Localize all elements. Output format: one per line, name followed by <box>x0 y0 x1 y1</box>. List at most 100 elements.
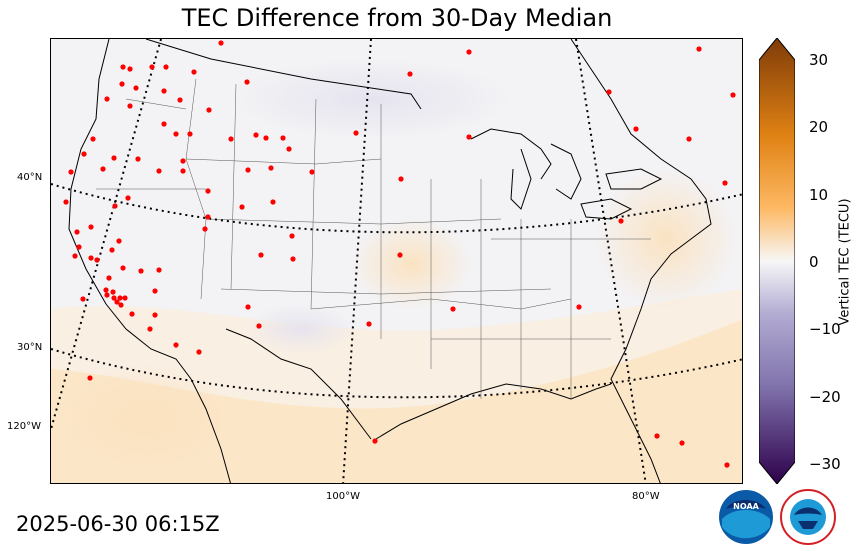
station-marker <box>114 299 120 305</box>
colorbar <box>759 38 795 484</box>
station-marker <box>280 135 286 141</box>
station-marker <box>118 302 124 308</box>
station-marker <box>135 156 141 162</box>
station-marker <box>120 265 126 271</box>
field-blob-negative <box>246 304 356 354</box>
noaa-logo-text: NOAA <box>733 502 759 511</box>
station-marker <box>228 136 234 142</box>
station-marker <box>80 296 86 302</box>
station-marker <box>258 252 264 258</box>
station-marker <box>111 155 117 161</box>
station-marker <box>103 287 109 293</box>
station-marker <box>173 131 179 137</box>
state-borders <box>96 78 651 399</box>
nws-logo <box>780 489 836 545</box>
station-marker <box>68 169 74 175</box>
station-marker <box>156 267 162 273</box>
station-marker <box>244 79 250 85</box>
field-blob-east <box>596 169 736 309</box>
station-marker <box>129 311 135 317</box>
graticule <box>51 39 742 483</box>
station-marker <box>239 204 245 210</box>
map-canvas <box>51 39 742 483</box>
station-marker <box>76 244 82 250</box>
field-blob-north <box>231 59 511 139</box>
cb-tick-n30: −30 <box>809 455 841 473</box>
station-marker <box>127 66 133 72</box>
station-marker <box>289 233 295 239</box>
lat-label-40n: 40°N <box>17 172 43 183</box>
station-marker <box>576 304 582 310</box>
station-marker <box>63 199 69 205</box>
station-marker <box>245 304 251 310</box>
cb-tick-10: 10 <box>809 186 829 204</box>
station-marker <box>100 166 106 172</box>
station-marker <box>730 92 736 98</box>
station-marker <box>81 151 87 157</box>
station-marker <box>205 188 211 194</box>
station-marker <box>88 224 94 230</box>
station-marker <box>679 440 685 446</box>
station-marker <box>90 136 96 142</box>
station-marker <box>206 107 212 113</box>
station-marker <box>125 195 131 201</box>
station-marker <box>149 64 155 70</box>
station-marker <box>686 136 692 142</box>
station-marker <box>72 253 78 259</box>
station-marker <box>161 88 167 94</box>
station-marker <box>397 252 403 258</box>
station-marker <box>138 268 144 274</box>
station-marker <box>696 46 702 52</box>
noaa-logo: NOAA <box>719 490 773 544</box>
station-marker <box>618 218 624 224</box>
station-marker <box>366 321 372 327</box>
tec-map <box>50 38 743 484</box>
station-marker <box>87 375 93 381</box>
colorbar-label: Vertical TEC (TECU) <box>837 198 853 326</box>
station-marker <box>724 462 730 468</box>
station-marker <box>722 180 728 186</box>
coastlines <box>68 39 712 483</box>
station-marker <box>286 146 292 152</box>
cb-tick-0: 0 <box>809 253 819 271</box>
station-marker <box>606 89 612 95</box>
station-marker <box>253 132 259 138</box>
field-blob-southwest <box>56 364 236 474</box>
station-marker <box>372 438 378 444</box>
station-marker <box>177 97 183 103</box>
station-marker <box>290 256 296 262</box>
station-marker <box>133 85 139 91</box>
station-marker <box>161 121 167 127</box>
station-marker <box>654 433 660 439</box>
cb-tick-30: 30 <box>809 51 829 69</box>
station-marker <box>202 226 208 232</box>
station-marker <box>119 81 125 87</box>
station-marker <box>74 229 80 235</box>
station-marker <box>245 167 251 173</box>
station-marker <box>398 176 404 182</box>
station-marker <box>466 134 472 140</box>
station-marker <box>263 135 269 141</box>
station-marker <box>111 295 117 301</box>
station-marker <box>256 323 262 329</box>
station-marker <box>110 289 116 295</box>
station-marker <box>106 275 112 281</box>
station-marker <box>120 64 126 70</box>
lon-label-100w: 100°W <box>326 491 360 502</box>
station-marker <box>353 130 359 136</box>
station-marker <box>180 168 186 174</box>
lat-label-30n: 30°N <box>17 342 43 353</box>
station-marker <box>88 255 94 261</box>
station-marker <box>180 158 186 164</box>
station-marker <box>122 295 128 301</box>
station-marker <box>152 288 158 294</box>
station-marker <box>205 214 211 220</box>
station-marker <box>163 64 169 70</box>
station-marker <box>156 168 162 174</box>
station-marker <box>127 103 133 109</box>
station-marker <box>407 71 413 77</box>
cb-tick-n20: −20 <box>809 388 841 406</box>
station-marker <box>196 349 202 355</box>
colorbar-bar <box>759 38 795 484</box>
lon-label-120w: 120°W <box>7 421 41 432</box>
